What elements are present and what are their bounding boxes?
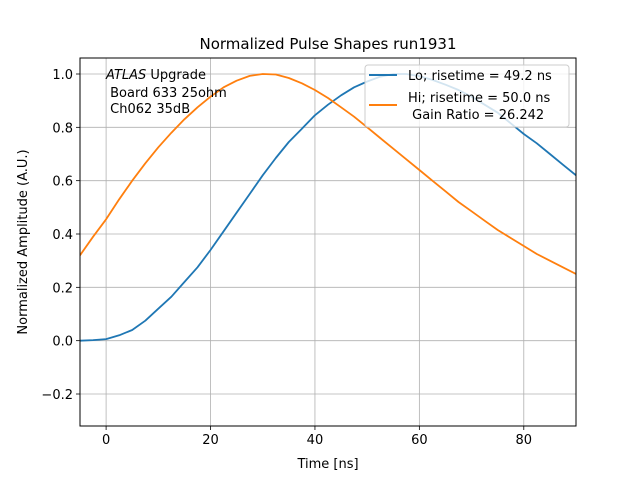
y-tick-label: 1.0 <box>52 68 73 83</box>
x-axis-label: Time [ns] <box>296 457 358 472</box>
legend-label-lo: Lo; risetime = 49.2 ns <box>408 69 552 84</box>
y-axis: −0.2 0.0 0.2 0.4 0.6 0.8 1.0 <box>41 68 80 403</box>
legend-label-gain-ratio: Gain Ratio = 26.242 <box>408 108 544 123</box>
x-tick-label: 80 <box>516 433 533 448</box>
y-tick-label: 0.0 <box>52 335 73 350</box>
annotation-line-1: ATLAS Upgrade <box>105 68 206 83</box>
x-axis: 0 20 40 60 80 <box>102 426 532 448</box>
y-tick-label: 0.2 <box>52 281 73 296</box>
chart-title: Normalized Pulse Shapes run1931 <box>199 35 456 53</box>
x-tick-label: 20 <box>202 433 219 448</box>
x-tick-label: 40 <box>307 433 324 448</box>
legend: Lo; risetime = 49.2 ns Hi; risetime = 50… <box>364 64 570 128</box>
annotation-atlas: ATLAS <box>105 68 146 83</box>
legend-label-hi: Hi; risetime = 50.0 ns <box>408 91 550 106</box>
axes-frame <box>79 57 577 427</box>
x-tick-label: 0 <box>102 433 110 448</box>
annotation-line-3: Ch062 35dB <box>106 102 190 117</box>
y-axis-label: Normalized Amplitude (A.U.) <box>16 149 31 334</box>
y-tick-label: 0.6 <box>52 175 73 190</box>
annotation: ATLAS Upgrade Board 633 25ohm Ch062 35dB <box>105 68 227 117</box>
y-tick-label: 0.8 <box>52 121 73 136</box>
y-tick-label: 0.4 <box>52 228 73 243</box>
annotation-upgrade: Upgrade <box>146 68 206 83</box>
annotation-line-2: Board 633 25ohm <box>106 86 227 101</box>
y-tick-label: −0.2 <box>41 388 73 403</box>
legend-box <box>364 64 570 128</box>
series-line-hi <box>80 73 576 275</box>
x-tick-label: 60 <box>411 433 428 448</box>
